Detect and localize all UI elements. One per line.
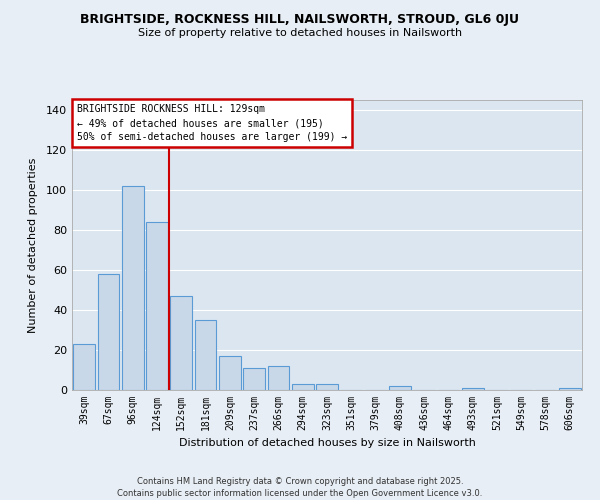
Bar <box>462 388 484 390</box>
Bar <box>559 388 581 390</box>
Bar <box>73 344 95 390</box>
Text: Size of property relative to detached houses in Nailsworth: Size of property relative to detached ho… <box>138 28 462 38</box>
Bar <box>268 366 289 390</box>
Text: BRIGHTSIDE ROCKNESS HILL: 129sqm
← 49% of detached houses are smaller (195)
50% : BRIGHTSIDE ROCKNESS HILL: 129sqm ← 49% o… <box>77 104 347 142</box>
Bar <box>146 222 168 390</box>
Y-axis label: Number of detached properties: Number of detached properties <box>28 158 38 332</box>
Bar <box>97 274 119 390</box>
Bar <box>243 368 265 390</box>
Bar <box>219 356 241 390</box>
Bar <box>170 296 192 390</box>
Bar <box>194 320 217 390</box>
Text: Contains HM Land Registry data © Crown copyright and database right 2025.: Contains HM Land Registry data © Crown c… <box>137 478 463 486</box>
Bar <box>316 384 338 390</box>
Bar <box>389 386 411 390</box>
Bar <box>292 384 314 390</box>
Bar <box>122 186 143 390</box>
X-axis label: Distribution of detached houses by size in Nailsworth: Distribution of detached houses by size … <box>179 438 475 448</box>
Text: Contains public sector information licensed under the Open Government Licence v3: Contains public sector information licen… <box>118 489 482 498</box>
Text: BRIGHTSIDE, ROCKNESS HILL, NAILSWORTH, STROUD, GL6 0JU: BRIGHTSIDE, ROCKNESS HILL, NAILSWORTH, S… <box>80 12 520 26</box>
